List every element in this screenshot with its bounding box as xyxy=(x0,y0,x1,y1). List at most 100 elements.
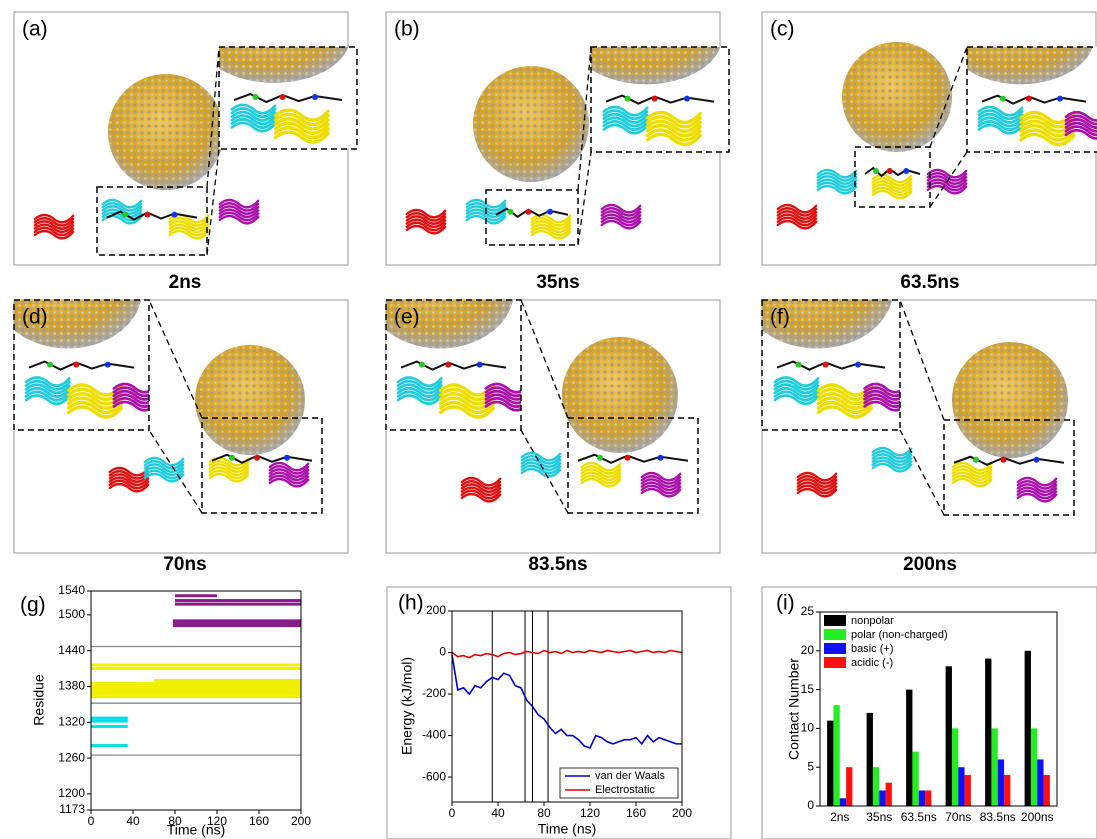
protein-strand xyxy=(112,397,149,408)
y-tick-label: 20 xyxy=(801,643,815,657)
zoom-connector xyxy=(520,299,569,419)
protein-strand xyxy=(1064,121,1097,133)
protein-strand xyxy=(268,477,310,488)
x-tick-label: 80 xyxy=(168,814,182,828)
protein-strand xyxy=(863,386,900,398)
ligand-atom xyxy=(597,454,603,461)
y-tick-label: 0 xyxy=(807,798,814,812)
zoom-connector xyxy=(520,429,569,514)
legend-label: acidic (-) xyxy=(851,657,893,669)
protein-strand xyxy=(530,229,572,240)
ligand-atom xyxy=(651,95,658,102)
protein-strand xyxy=(1064,128,1097,140)
nanoparticle-shell xyxy=(952,342,1068,458)
panel-label: (d) xyxy=(22,306,48,329)
contact-band xyxy=(172,621,301,625)
ligand-atom xyxy=(279,94,286,101)
protein-strand xyxy=(871,186,913,197)
contact-band xyxy=(91,687,301,691)
y-tick-label: 1440 xyxy=(58,643,85,657)
protein-strand xyxy=(796,487,838,498)
contact-band xyxy=(172,619,301,623)
x-tick-label: 2ns xyxy=(830,810,849,824)
protein-strand xyxy=(33,220,75,230)
protein-strand xyxy=(871,180,913,190)
y-axis-label: Energy (kJ/mol) xyxy=(399,657,415,755)
ligand-atom xyxy=(1033,456,1040,463)
protein-strand xyxy=(33,223,75,234)
panel-caption: 83.5ns xyxy=(528,554,587,575)
bar xyxy=(879,790,886,806)
panel-label: (h) xyxy=(398,592,424,615)
protein-strand xyxy=(218,214,260,225)
protein-strand xyxy=(871,189,913,200)
bar xyxy=(885,782,892,806)
zoom-connector xyxy=(206,148,220,256)
protein-strand xyxy=(405,208,447,219)
zoom-connector xyxy=(206,46,220,188)
ligand-atom xyxy=(73,361,80,368)
protein-strand xyxy=(1064,114,1097,126)
protein-strand xyxy=(460,476,502,487)
y-tick-label: -200 xyxy=(422,686,446,700)
x-tick-label: 63.5ns xyxy=(901,810,937,824)
protein-strand xyxy=(926,181,968,192)
contact-band xyxy=(91,724,128,728)
protein-strand xyxy=(143,463,185,473)
protein-strand xyxy=(268,471,310,482)
bar xyxy=(866,712,873,806)
protein-strand xyxy=(273,117,330,131)
contact-band xyxy=(91,684,301,688)
inset-box xyxy=(761,299,901,431)
bar xyxy=(846,767,853,806)
bar xyxy=(827,720,834,806)
protein-strand xyxy=(796,478,838,488)
panel-label: (i) xyxy=(776,592,795,615)
x-tick-label: 120 xyxy=(580,806,600,820)
ligand-atom xyxy=(1025,95,1032,102)
inset xyxy=(967,47,1097,147)
protein-strand xyxy=(776,216,818,227)
contact-band xyxy=(91,667,301,671)
contact-band xyxy=(91,744,128,748)
protein-strand xyxy=(108,470,150,480)
protein-strand xyxy=(520,455,562,465)
protein-strand xyxy=(396,379,443,391)
protein-strand xyxy=(168,226,210,237)
ligand-atom xyxy=(507,208,514,215)
protein-strand xyxy=(977,105,1024,117)
y-tick-label: 1320 xyxy=(58,714,85,728)
nanoparticle-zoom-shell xyxy=(762,300,892,349)
protein-strand xyxy=(645,115,702,129)
protein-strand xyxy=(1016,489,1058,500)
snapshot-panel: (a) xyxy=(13,11,358,266)
protein-strand xyxy=(218,208,260,219)
ligand-atom xyxy=(445,361,452,368)
protein-strand xyxy=(580,477,622,488)
protein-strand xyxy=(645,132,702,147)
contact-band xyxy=(172,624,301,628)
protein-strand xyxy=(951,468,993,478)
panel-label: (b) xyxy=(394,18,420,41)
protein-strand xyxy=(926,175,968,185)
legend-label: polar (non-charged) xyxy=(851,629,948,641)
protein-strand xyxy=(602,116,649,128)
protein-strand xyxy=(460,480,502,490)
protein-strand xyxy=(396,394,443,406)
protein-strand xyxy=(602,112,649,124)
bar xyxy=(1004,774,1011,806)
y-tick-label: 5 xyxy=(807,759,814,773)
protein-strand xyxy=(168,223,210,234)
protein-strand xyxy=(208,472,250,483)
x-tick-label: 80 xyxy=(537,806,551,820)
protein-strand xyxy=(977,123,1024,135)
ligand-atom xyxy=(419,361,425,368)
ligand-atom xyxy=(822,361,829,368)
zoom-connector xyxy=(577,151,592,246)
legend-label: Electrostatic xyxy=(595,784,655,796)
protein-strand xyxy=(640,475,682,485)
legend-swatch xyxy=(824,629,846,640)
x-tick-label: 160 xyxy=(249,814,269,828)
contact-band xyxy=(91,695,301,699)
protein-strand xyxy=(273,112,330,127)
